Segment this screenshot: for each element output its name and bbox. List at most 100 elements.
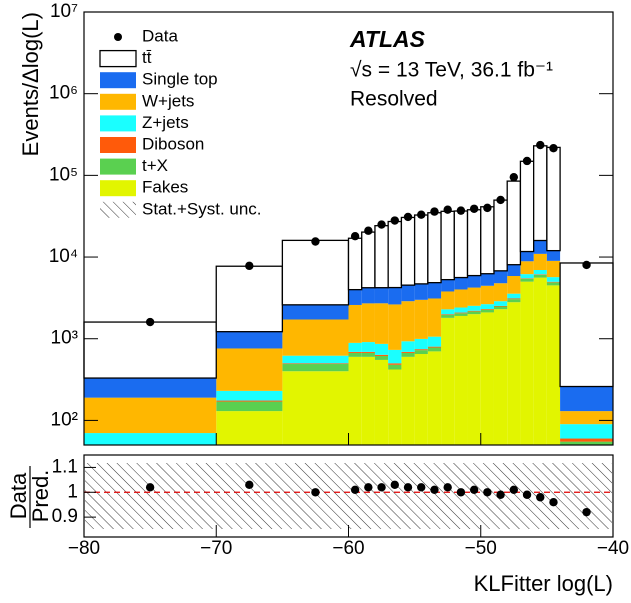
stack-segment: [374, 225, 389, 289]
stack-segment: [388, 363, 402, 365]
stack-segment: [84, 378, 217, 398]
x-tick-label: −60: [332, 538, 364, 559]
stack-segment: [546, 146, 561, 252]
data-point: [536, 140, 545, 150]
legend-label: tt̄: [142, 48, 152, 67]
stack-segment: [533, 274, 547, 278]
y-axis-title: Events/Δlog(L): [18, 12, 43, 156]
stack-segment: [401, 356, 415, 445]
data-point: [390, 216, 399, 225]
ratio-point: [350, 485, 360, 494]
stack-segment: [348, 289, 362, 305]
data-point: [582, 260, 591, 270]
data-point: [417, 210, 426, 219]
data-point: [311, 237, 320, 246]
legend-marker: [114, 33, 122, 41]
data-point: [483, 203, 492, 213]
stack-segment: [374, 359, 389, 445]
stack-segment: [414, 350, 428, 355]
stack-segment: [441, 291, 455, 310]
ratio-title-bottom: Pred.: [28, 470, 53, 523]
stack-segment: [546, 285, 561, 445]
stack-segment: [216, 348, 283, 391]
ratio-point: [536, 493, 545, 502]
stack-segment: [520, 261, 534, 275]
stack-segment: [546, 282, 561, 286]
stack-segment: [401, 285, 415, 302]
plot-area: [83, 145, 614, 445]
stack-segment: [467, 314, 481, 445]
stack-segment: [361, 303, 375, 343]
data-point: [469, 204, 479, 213]
stack-segment: [441, 317, 455, 445]
y-tick-label: 10⁴: [49, 246, 78, 267]
stack-segment: [480, 309, 494, 313]
stack-segment: [560, 438, 613, 442]
x-tick-label: −80: [68, 538, 100, 559]
stack-segment: [361, 231, 376, 289]
stack-segment: [560, 424, 613, 439]
stack-segment: [216, 401, 283, 412]
legend-label: Diboson: [142, 134, 204, 153]
data-point: [145, 317, 155, 327]
stack-segment: [388, 349, 402, 364]
ratio-title-top: Data: [6, 472, 31, 519]
ratio-point: [390, 480, 399, 490]
stack-segment: [281, 239, 350, 306]
stack-segment: [348, 352, 362, 357]
data-point: [403, 212, 413, 222]
ratio-point: [443, 483, 452, 492]
legend-label: Stat.+Syst. unc.: [142, 199, 262, 218]
stack-segment: [361, 351, 375, 353]
stack-segment: [520, 278, 534, 282]
stack-segment: [533, 270, 547, 275]
energy-label: √s = 13 TeV, 36.1 fb⁻¹: [350, 59, 553, 82]
legend-swatch: [100, 93, 136, 110]
stack-segment: [454, 315, 468, 445]
stack-segment: [441, 314, 455, 316]
stack-segment: [533, 145, 548, 242]
stack-segment: [533, 240, 547, 254]
stack-segment: [441, 315, 455, 318]
stack-segment: [454, 277, 468, 290]
stack-segment: [560, 411, 613, 425]
stack-segment: [493, 270, 508, 284]
atlas-label: ATLAS: [349, 26, 426, 52]
legend-swatch: [100, 201, 136, 218]
stack-segment: [374, 287, 389, 304]
stack-segment: [374, 355, 389, 360]
stack-segment: [216, 400, 283, 402]
stack-segment: [533, 253, 547, 271]
data-point: [245, 261, 254, 271]
stack-segment: [388, 364, 402, 370]
stack-segment: [401, 352, 415, 357]
stack-segment: [216, 331, 283, 349]
ratio-point: [582, 507, 591, 517]
ratio-point: [403, 483, 413, 492]
stack-segment: [348, 304, 362, 343]
stack-segment: [533, 274, 547, 275]
stack-segment: [282, 371, 349, 445]
stack-segment: [83, 321, 217, 379]
legend-label: Z+jets: [142, 113, 189, 132]
stack-segment: [388, 369, 402, 445]
stack-segment: [374, 303, 389, 344]
legend-label: Data: [142, 26, 178, 45]
stack-segment: [215, 265, 284, 333]
stack-segment: [506, 180, 522, 266]
stack-segment: [282, 363, 349, 365]
stack-segment: [282, 319, 349, 356]
stack-segment: [493, 199, 508, 272]
stack-segment: [493, 301, 508, 306]
stack-segment: [467, 275, 481, 288]
stack-segment: [401, 351, 415, 353]
ratio-point: [483, 488, 492, 497]
stack-segment: [520, 274, 534, 279]
data-point: [350, 231, 360, 241]
stack-segment: [427, 212, 442, 284]
stack-segment: [216, 390, 283, 401]
stack-segment: [361, 356, 375, 445]
data-point: [364, 226, 373, 235]
stack-segment: [493, 309, 508, 445]
stack-segment: [282, 364, 349, 372]
